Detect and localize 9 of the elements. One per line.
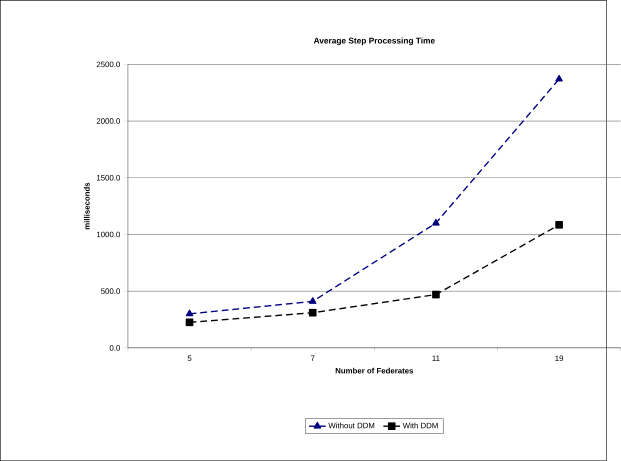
point xyxy=(432,290,440,298)
point xyxy=(308,297,316,304)
point xyxy=(555,220,563,229)
point xyxy=(555,74,563,82)
chart-title: Average Step Processing Time xyxy=(314,37,435,46)
point xyxy=(308,308,317,316)
point xyxy=(432,218,440,226)
point xyxy=(186,310,194,316)
point xyxy=(186,318,194,326)
